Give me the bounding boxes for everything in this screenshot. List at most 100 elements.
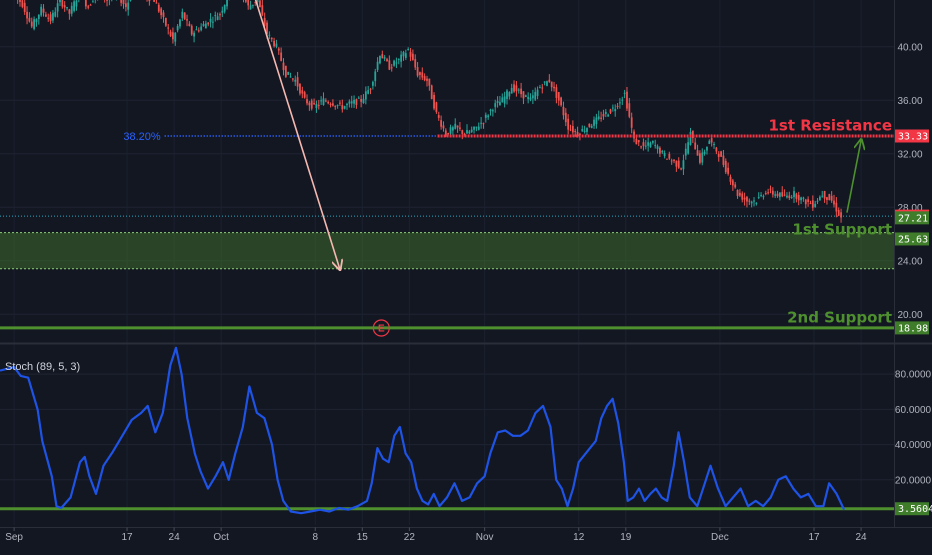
candle-body (567, 118, 570, 130)
candle-body (713, 144, 715, 146)
candle-body (343, 106, 346, 109)
osc-tag-3-5604: 3.5604 (898, 504, 932, 515)
candle-body (195, 29, 198, 31)
projection-arrow-down (254, 0, 339, 269)
candle-body (717, 153, 720, 157)
candle-body (92, 1, 94, 3)
candle-body (746, 196, 748, 202)
candle-body (781, 192, 784, 197)
candle-body (261, 5, 264, 15)
candle-body (701, 152, 704, 163)
candle-body (557, 92, 560, 101)
candle-body (484, 114, 487, 118)
candle-body (42, 8, 45, 13)
candle-body (395, 62, 398, 64)
candle-body (390, 67, 393, 69)
candle-body (684, 148, 687, 156)
candle-body (560, 97, 563, 106)
price-tick-label: 28.00 (897, 203, 922, 214)
candle-body (353, 99, 355, 104)
candle-body (371, 81, 374, 86)
candle-body (362, 98, 365, 103)
candle-body (306, 99, 308, 104)
time-tick-label: 24 (856, 532, 868, 543)
candle-body (120, 0, 123, 3)
annotation-1st-support: 1st Support (792, 220, 892, 238)
candle-body (550, 81, 553, 88)
candle-body (677, 160, 680, 168)
candle-body (616, 105, 619, 107)
candle-body (263, 18, 266, 26)
time-tick-label: Dec (711, 532, 729, 543)
candle-body (63, 5, 66, 8)
candle-body (767, 192, 770, 194)
candle-body (54, 11, 57, 17)
candle-body (339, 102, 341, 104)
candle-body (473, 126, 475, 130)
candle-body (426, 78, 428, 81)
candle-body (515, 85, 518, 92)
candle-body (670, 160, 673, 162)
candle-body (52, 12, 54, 21)
candle-body (491, 110, 494, 112)
candle-body (753, 200, 755, 202)
candle-body (310, 100, 313, 109)
candle-body (167, 27, 170, 29)
candle-body (630, 117, 633, 128)
candle-body (651, 140, 654, 143)
candle-body (411, 53, 414, 60)
candle-body (654, 145, 657, 147)
candle-body (480, 122, 483, 124)
candle-body (682, 160, 685, 170)
candle-body (190, 25, 193, 35)
candle-body (828, 194, 831, 201)
candle-body (19, 0, 21, 2)
time-tick-label: 17 (808, 532, 820, 543)
event-marker-icon[interactable] (372, 319, 390, 337)
price-tag-18-98-bg (895, 321, 929, 335)
candle-body (197, 30, 200, 32)
candle-body (840, 212, 842, 218)
candle-body (193, 32, 195, 37)
candle-body (164, 18, 167, 26)
candle-body (811, 200, 814, 208)
candle-body (597, 116, 600, 119)
candle-body (470, 129, 473, 132)
candle-body (656, 146, 659, 149)
candle-body (482, 123, 485, 125)
candle-body (640, 146, 642, 148)
price-tag-33-33: 33.33 (898, 131, 928, 142)
price-tag-27-21: 27.21 (898, 213, 928, 224)
candle-body (66, 6, 68, 9)
candle-body (710, 138, 713, 143)
candle-body (127, 2, 130, 10)
candle-body (155, 2, 158, 4)
candle-body (736, 190, 739, 196)
candle-body (355, 99, 358, 105)
time-tick-label: 19 (620, 532, 632, 543)
candle-body (524, 95, 527, 97)
candle-body (694, 142, 697, 150)
candle-body (517, 89, 520, 91)
candle-body (386, 59, 388, 62)
candle-body (266, 22, 268, 35)
candle-body (826, 197, 828, 200)
candle-body (254, 1, 257, 3)
osc-tick-label: 20.0000 (895, 475, 932, 486)
candle-body (176, 26, 179, 31)
candle-body (797, 194, 800, 201)
candle-body (696, 150, 699, 156)
candle-body (830, 195, 833, 201)
candle-body (609, 109, 612, 113)
candle-body (249, 5, 252, 10)
candle-body (440, 120, 443, 127)
projection-arrow-up (846, 140, 861, 213)
candle-body (586, 128, 588, 132)
candle-body (256, 0, 259, 3)
candle-body (451, 127, 454, 131)
candle-body (804, 199, 807, 205)
candle-body (776, 193, 779, 197)
candle-body (303, 92, 306, 98)
candle-body (174, 32, 177, 42)
